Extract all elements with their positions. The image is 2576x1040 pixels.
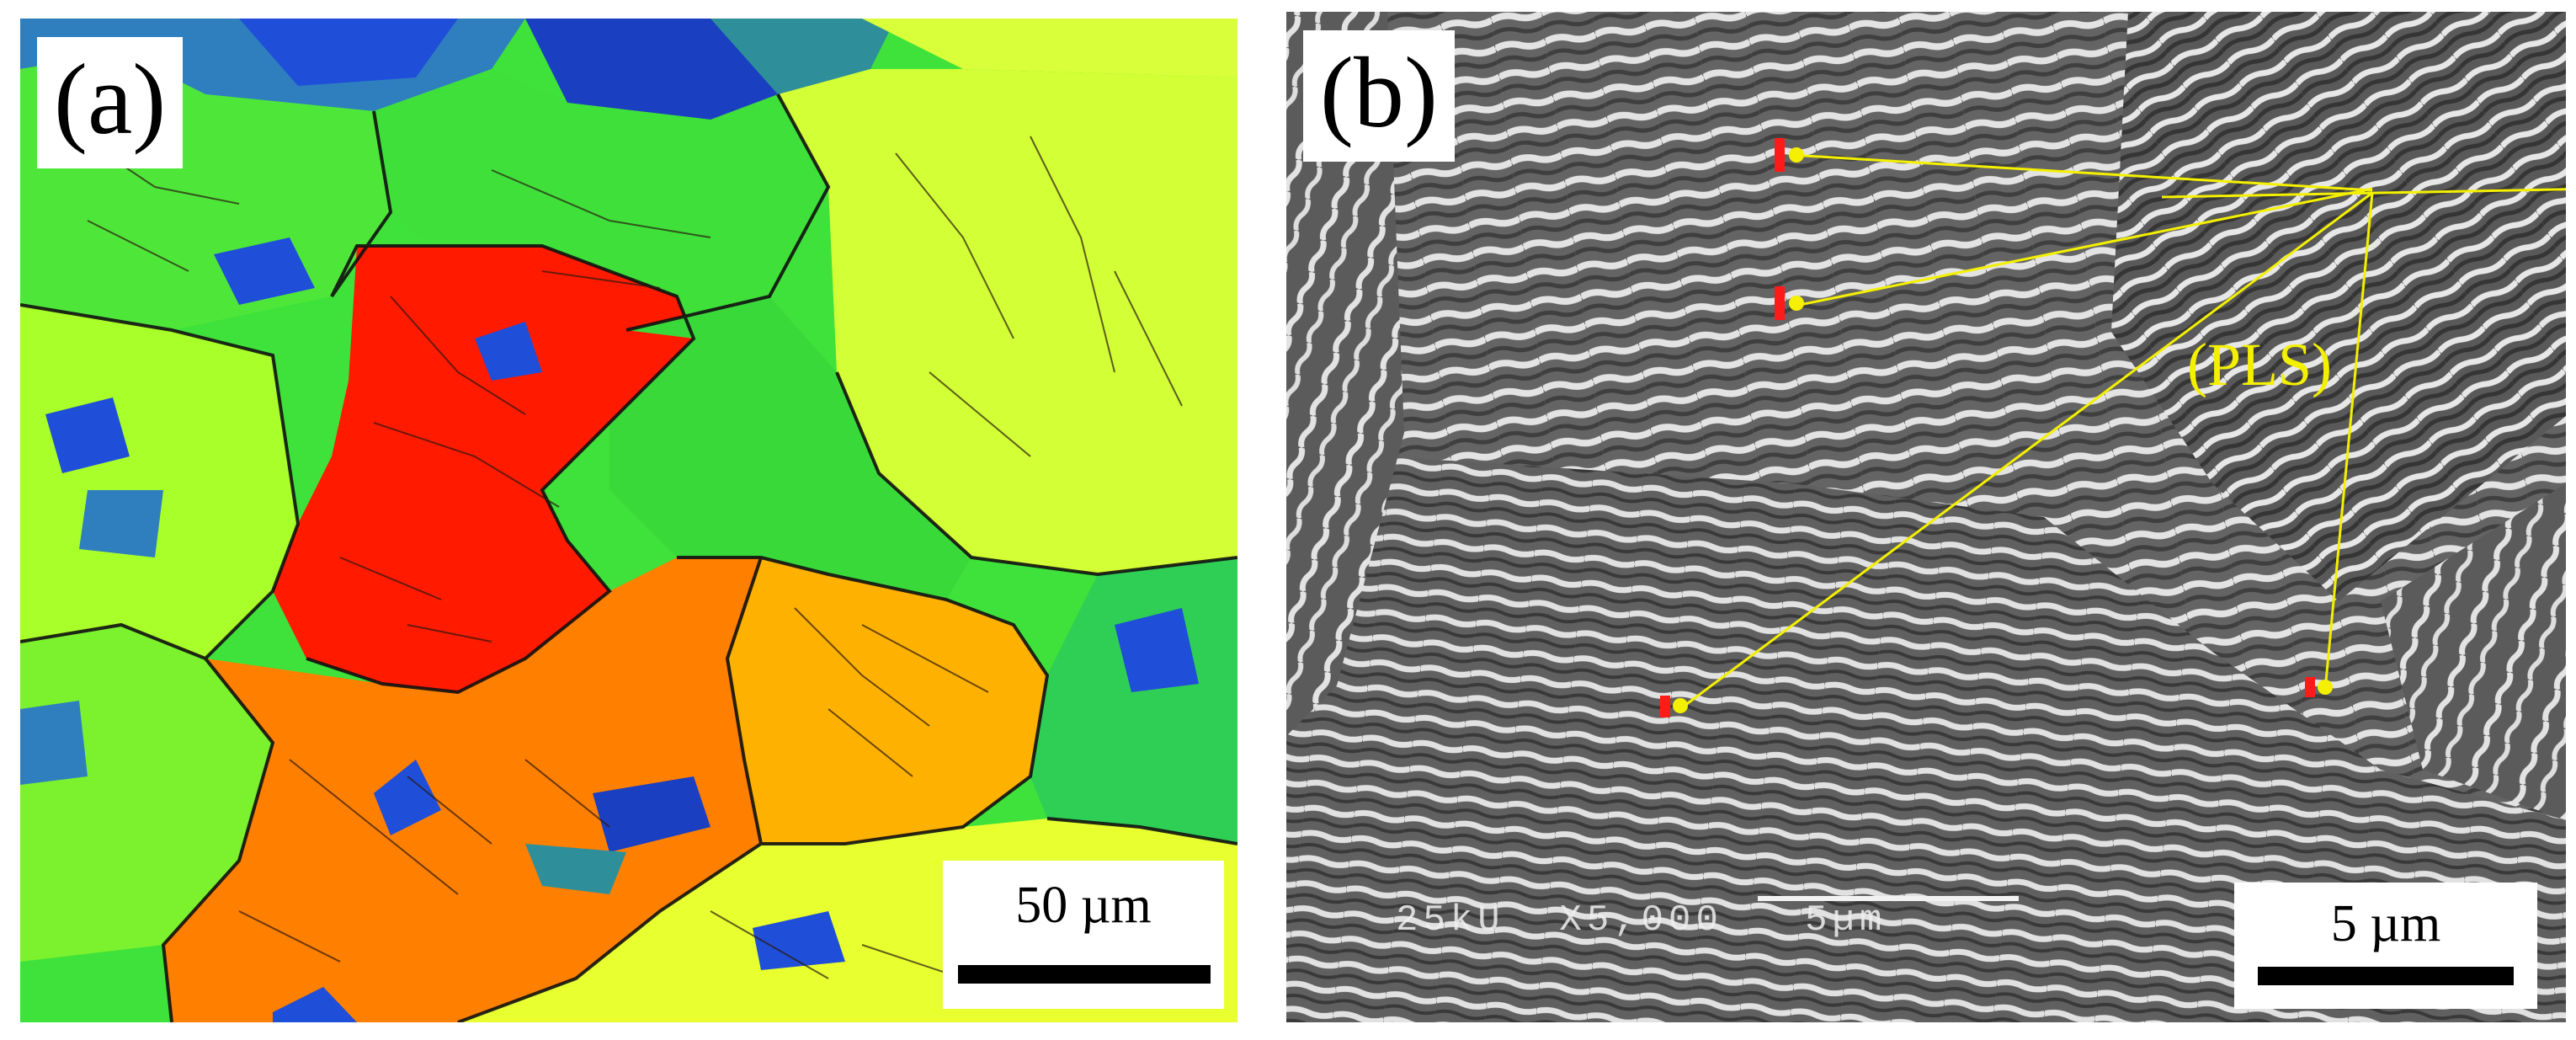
scale-bar-a-text: 50 µm [1015,877,1152,934]
panel-a-label: (a) [37,37,184,168]
scale-bar-b-line [2258,967,2514,985]
ebsd-grain-map [20,19,1237,1022]
sem-info-text: 25kU X5,000 5µm [1396,899,1887,941]
sem-micrograph: (b) (PLS) 25kU X5,000 5µm 5 µm [1286,12,2566,1022]
sem-lamellae-image [1286,12,2566,1022]
scale-bar-b: 5 µm [2234,883,2537,1009]
scale-bar-b-text: 5 µm [2330,895,2441,952]
scale-bar-a-line [958,965,1211,984]
ebsd-orientation-map: (a) 50 µm [20,19,1237,1022]
panel-b-label: (b) [1303,30,1455,162]
scale-bar-a: 50 µm [943,861,1224,1009]
sem-info-scale-line [1758,896,2019,901]
pls-annotation: (PLS) [2187,331,2333,398]
